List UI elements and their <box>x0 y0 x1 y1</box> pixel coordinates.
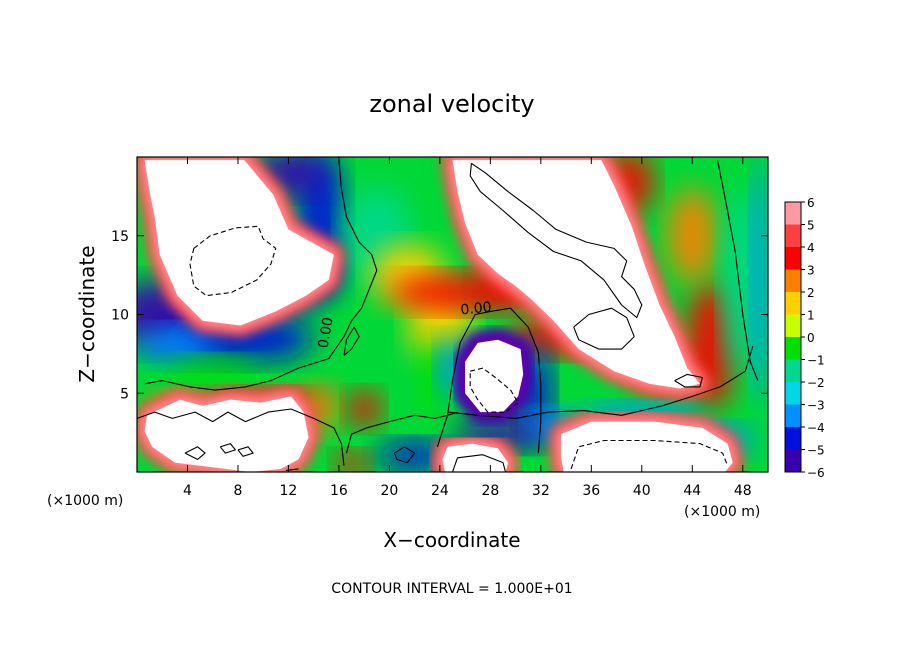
colorbar-swatch-11 <box>785 449 801 472</box>
contour-line-5 <box>447 345 754 419</box>
colorbar-label-1: 5 <box>807 219 815 233</box>
contour-line-1 <box>144 160 378 391</box>
y-tick-label-0: 5 <box>120 386 129 402</box>
contour-line-8 <box>469 162 643 319</box>
colorbar-label-2: 4 <box>807 241 815 255</box>
x-tick-label-1: 8 <box>233 483 242 499</box>
x-tick-label-9: 40 <box>633 483 651 499</box>
field-blob-15 <box>667 188 718 283</box>
colorbar-swatch-10 <box>785 427 801 450</box>
x-tick-label-6: 28 <box>481 483 499 499</box>
colorbar-swatch-4 <box>785 292 801 315</box>
x-tick-label-4: 20 <box>380 483 398 499</box>
contour-line-2 <box>137 408 345 466</box>
y-axis-ticks: 5 10 15 <box>111 229 768 402</box>
contour-labels: 0.00 0.00 <box>316 299 493 349</box>
colorbar-swatch-2 <box>785 247 801 270</box>
x-unit-left: (×1000 m) <box>47 493 123 509</box>
x-tick-label-10: 44 <box>683 483 701 499</box>
saturated-core-1 <box>452 160 700 389</box>
colorbar: 6 5 4 3 2 1 0 −1 −2 −3 −4 −5 −6 <box>784 196 825 480</box>
contour-lines <box>137 159 759 472</box>
x-tick-label-11: 48 <box>734 483 752 499</box>
x-tick-label-5: 24 <box>431 483 449 499</box>
x-tick-label-2: 12 <box>280 483 298 499</box>
x-unit-right: (×1000 m) <box>684 504 760 520</box>
colorbar-label-10: −4 <box>807 421 825 435</box>
contour-line-12 <box>570 439 729 470</box>
colorbar-swatch-1 <box>785 224 801 247</box>
contour-label-0: 0.00 <box>316 316 337 349</box>
colorbar-label-0: 6 <box>807 196 815 210</box>
contour-line-17 <box>451 454 507 472</box>
x-axis-ticks: 4 8 12 16 20 24 28 32 36 40 44 48 <box>183 157 752 499</box>
colorbar-label-6: 0 <box>807 331 815 345</box>
plot-area <box>137 157 768 472</box>
colorbar-label-4: 2 <box>807 286 815 300</box>
field-blob-30 <box>333 451 370 472</box>
colorbar-label-12: −6 <box>807 466 825 480</box>
colorbar-label-7: −1 <box>807 354 825 368</box>
colorbar-swatch-0 <box>785 202 801 225</box>
saturated-core-4 <box>561 421 733 472</box>
colorbar-label-5: 1 <box>807 309 815 323</box>
x-tick-label-8: 36 <box>582 483 600 499</box>
contour-line-14 <box>219 443 236 454</box>
contour-line-6 <box>716 159 759 381</box>
x-tick-label-3: 16 <box>330 483 348 499</box>
colorbar-swatch-3 <box>785 269 801 292</box>
colorbar-swatch-8 <box>785 382 801 405</box>
field-blob-5 <box>137 327 213 365</box>
saturated-core-0 <box>144 160 334 326</box>
contour-line-10 <box>674 373 703 388</box>
field-blob-17 <box>751 157 768 409</box>
colorbar-label-8: −2 <box>807 376 825 390</box>
x-tick-label-7: 32 <box>532 483 550 499</box>
y-tick-label-2: 15 <box>111 229 129 245</box>
contour-line-11 <box>469 367 519 413</box>
field-blob-29 <box>346 390 382 428</box>
contour-line-16 <box>393 446 416 464</box>
colorbar-swatch-7 <box>785 359 801 382</box>
contour-label-1: 0.00 <box>460 299 493 318</box>
saturated-core-5 <box>442 443 508 472</box>
colorbar-swatch-5 <box>785 314 801 337</box>
colorbar-label-3: 3 <box>807 264 815 278</box>
x-axis-label: X−coordinate <box>383 528 520 552</box>
colorbar-label-9: −3 <box>807 399 825 413</box>
field-blob-31 <box>162 357 264 383</box>
colorbar-label-11: −5 <box>807 444 825 458</box>
contour-line-9 <box>573 307 635 350</box>
y-axis-label: Z−coordinate <box>75 245 99 382</box>
colorbar-swatch-6 <box>785 337 801 360</box>
y-tick-label-1: 10 <box>111 308 129 324</box>
contour-line-7 <box>343 326 360 356</box>
contour-line-13 <box>184 446 206 460</box>
contour-interval-note: CONTOUR INTERVAL = 1.000E+01 <box>331 581 572 597</box>
x-tick-label-0: 4 <box>183 483 192 499</box>
chart-title: zonal velocity <box>369 90 534 118</box>
contour-line-0 <box>189 225 277 297</box>
colorbar-swatch-9 <box>785 404 801 427</box>
contour-line-15 <box>237 446 254 457</box>
contour-line-3 <box>436 307 542 454</box>
contour-line-4 <box>345 411 458 454</box>
